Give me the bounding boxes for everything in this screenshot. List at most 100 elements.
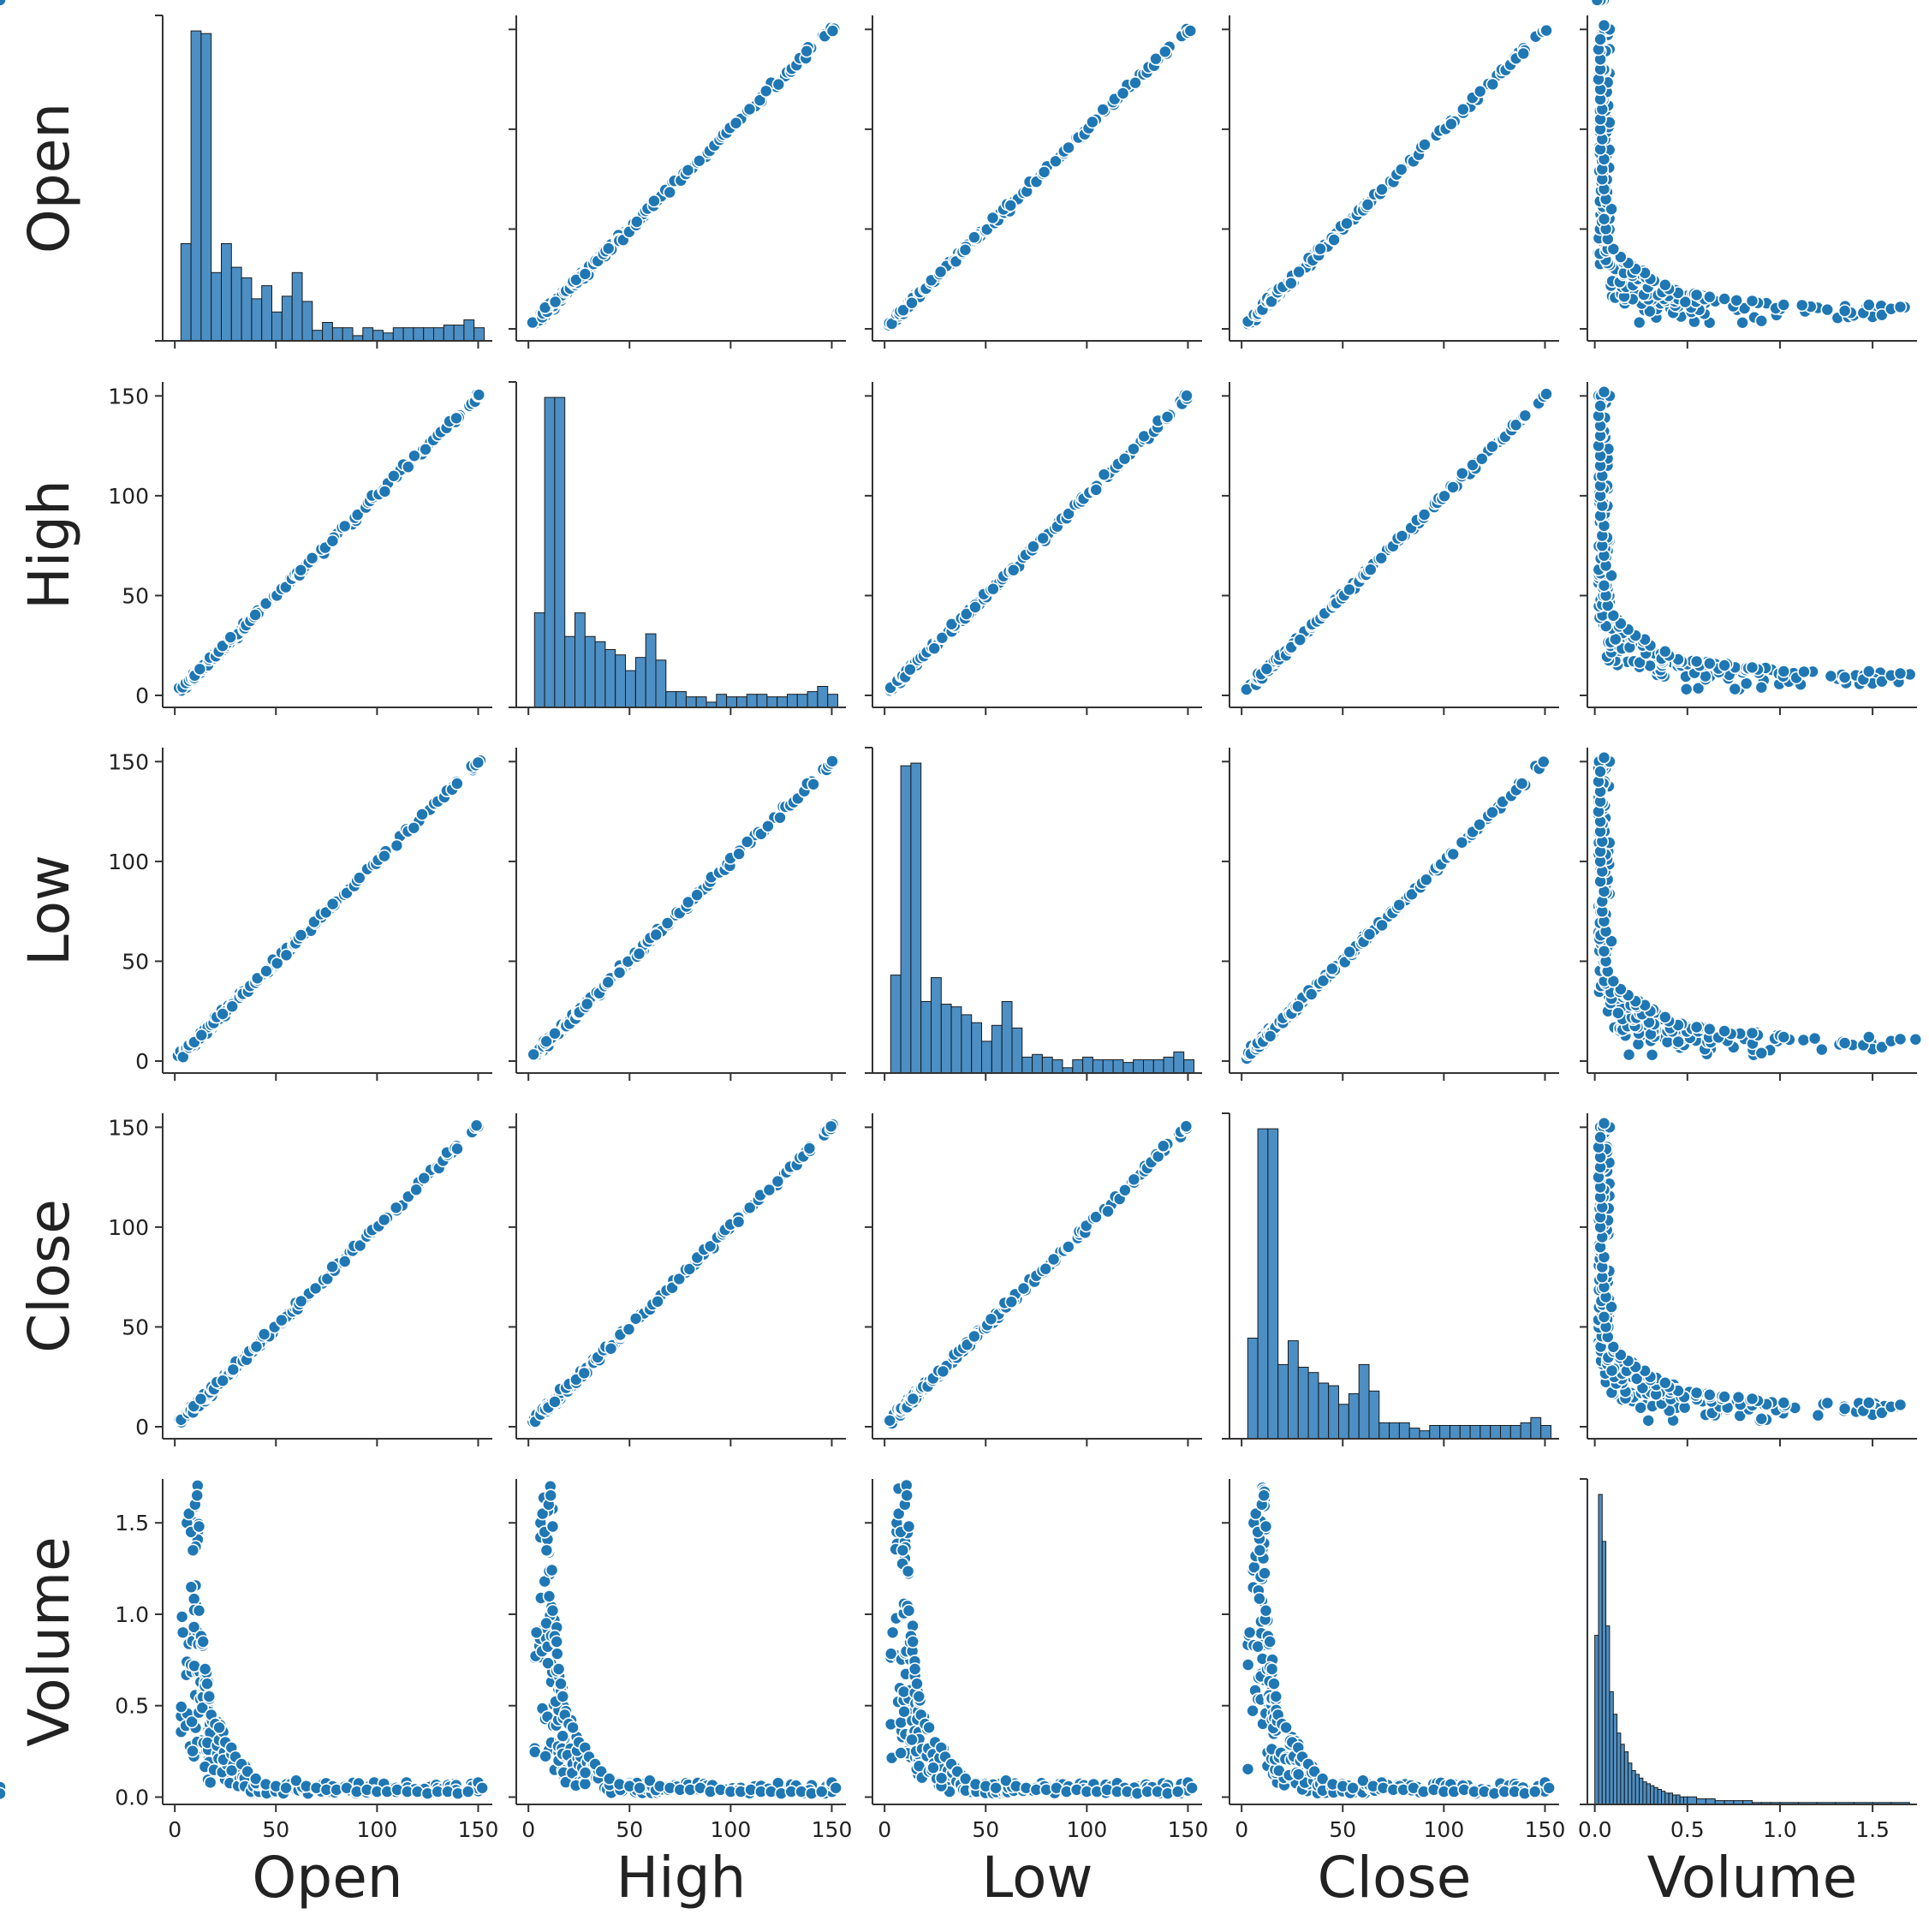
- scatter-point: [415, 808, 429, 821]
- histogram-bar: [716, 694, 728, 708]
- scatter-point: [814, 1785, 829, 1798]
- scatter-point: [1360, 198, 1375, 212]
- scatter-point: [294, 563, 308, 577]
- scatter-point: [1183, 24, 1198, 38]
- histogram-bar: [594, 641, 606, 708]
- scatter-point: [198, 1662, 212, 1676]
- x-tick-label: 0: [168, 1817, 182, 1842]
- scatter-point: [1837, 1402, 1852, 1416]
- scatter-point: [900, 1488, 914, 1502]
- histogram-bar: [890, 975, 902, 1074]
- scatter-point: [692, 154, 706, 168]
- scatter-point: [926, 1761, 940, 1774]
- panel-high-vs-close: [0, 0, 1559, 715]
- scatter-point: [223, 630, 238, 644]
- histogram-bar: [1152, 1059, 1164, 1074]
- scatter-point: [212, 1720, 226, 1735]
- scatter-point: [551, 1662, 566, 1676]
- histogram-bar: [1509, 1425, 1521, 1440]
- scatter-point: [729, 116, 743, 130]
- histogram-bar: [961, 1014, 973, 1074]
- scatter-point: [248, 608, 262, 622]
- histogram-bar: [1072, 1059, 1084, 1074]
- scatter-point: [1703, 1387, 1717, 1402]
- histogram-bar: [575, 612, 586, 708]
- scatter-point: [203, 1775, 217, 1790]
- histogram-bar: [1530, 1416, 1542, 1440]
- histogram-bar: [1122, 1062, 1134, 1074]
- scatter-point: [408, 449, 421, 463]
- histogram-bar: [312, 330, 324, 342]
- scatter-point: [1718, 1024, 1731, 1038]
- scatter-point: [1364, 563, 1378, 576]
- scatter-point: [194, 1028, 209, 1042]
- scatter-point: [1837, 1036, 1852, 1050]
- scatter-point: [1837, 304, 1852, 318]
- scatter-point: [1253, 1591, 1266, 1606]
- histogram-bar: [931, 977, 942, 1074]
- histogram-bar: [766, 696, 778, 708]
- scatter-point: [1149, 51, 1163, 66]
- scatter-point: [1117, 451, 1132, 466]
- scatter-point: [1062, 140, 1075, 155]
- scatter-point: [1777, 1396, 1791, 1410]
- scatter-point: [556, 1729, 570, 1743]
- scatter-point: [1265, 295, 1278, 308]
- y-tick-label: 100: [108, 1215, 149, 1240]
- histogram-bar: [533, 612, 545, 708]
- scatter-point: [1597, 1116, 1611, 1130]
- histogram-bar: [463, 319, 475, 342]
- scatter-point: [1893, 1032, 1908, 1046]
- scatter-point: [753, 93, 767, 107]
- scatter-point: [1689, 288, 1704, 302]
- scatter-point: [544, 1488, 558, 1502]
- scatter-point: [472, 388, 486, 402]
- x-tick-label: 50: [262, 1817, 289, 1842]
- scatter-point: [1325, 962, 1339, 975]
- histogram-bar: [1133, 1059, 1144, 1074]
- scatter-point: [1634, 1401, 1647, 1415]
- scatter-point: [1340, 217, 1354, 230]
- panel-low-vs-low: [865, 747, 1202, 1081]
- scatter-point: [1446, 480, 1460, 494]
- scatter-point: [742, 102, 757, 116]
- scatter-point: [325, 1260, 339, 1273]
- panel-open-vs-low: [0, 0, 1202, 349]
- scatter-point: [545, 1519, 560, 1534]
- scatter-point: [174, 1700, 188, 1714]
- y-tick-label: 150: [108, 1115, 149, 1140]
- scatter-point: [184, 1580, 199, 1594]
- scatter-point: [325, 897, 340, 911]
- scatter-point: [1605, 202, 1618, 216]
- scatter-point: [896, 1685, 911, 1699]
- panel-close-vs-low: [0, 0, 1202, 1446]
- y-tick-label: 0: [135, 1049, 149, 1074]
- histogram-bar: [1247, 1338, 1259, 1440]
- scatter-point: [1246, 1703, 1259, 1718]
- histogram-bar: [1173, 1051, 1185, 1074]
- histogram-bar: [991, 1024, 1003, 1074]
- y-tick-label: 50: [122, 1315, 149, 1339]
- scatter-point: [529, 1625, 544, 1640]
- histogram-bar: [1297, 1367, 1309, 1440]
- histogram-bar: [625, 670, 636, 708]
- scatter-point: [1893, 1398, 1908, 1412]
- scatter-point: [1658, 1010, 1672, 1024]
- histogram-bar: [1257, 1128, 1269, 1440]
- scatter-point: [275, 1313, 289, 1327]
- scatter-point: [1777, 298, 1791, 312]
- scatter-point: [545, 1563, 559, 1577]
- histogram-bar: [1368, 1390, 1380, 1440]
- histogram-bar: [1378, 1422, 1390, 1440]
- scatter-point: [647, 194, 661, 208]
- scatter-point: [1731, 1390, 1746, 1404]
- scatter-point: [202, 1690, 217, 1703]
- histogram-bar: [787, 694, 798, 708]
- histogram-bar: [291, 271, 303, 342]
- scatter-point: [912, 1690, 926, 1703]
- panel-open-vs-open: [155, 15, 492, 349]
- scatter-point: [527, 1047, 541, 1062]
- scatter-point: [550, 1647, 564, 1661]
- scatter-point: [902, 1519, 916, 1534]
